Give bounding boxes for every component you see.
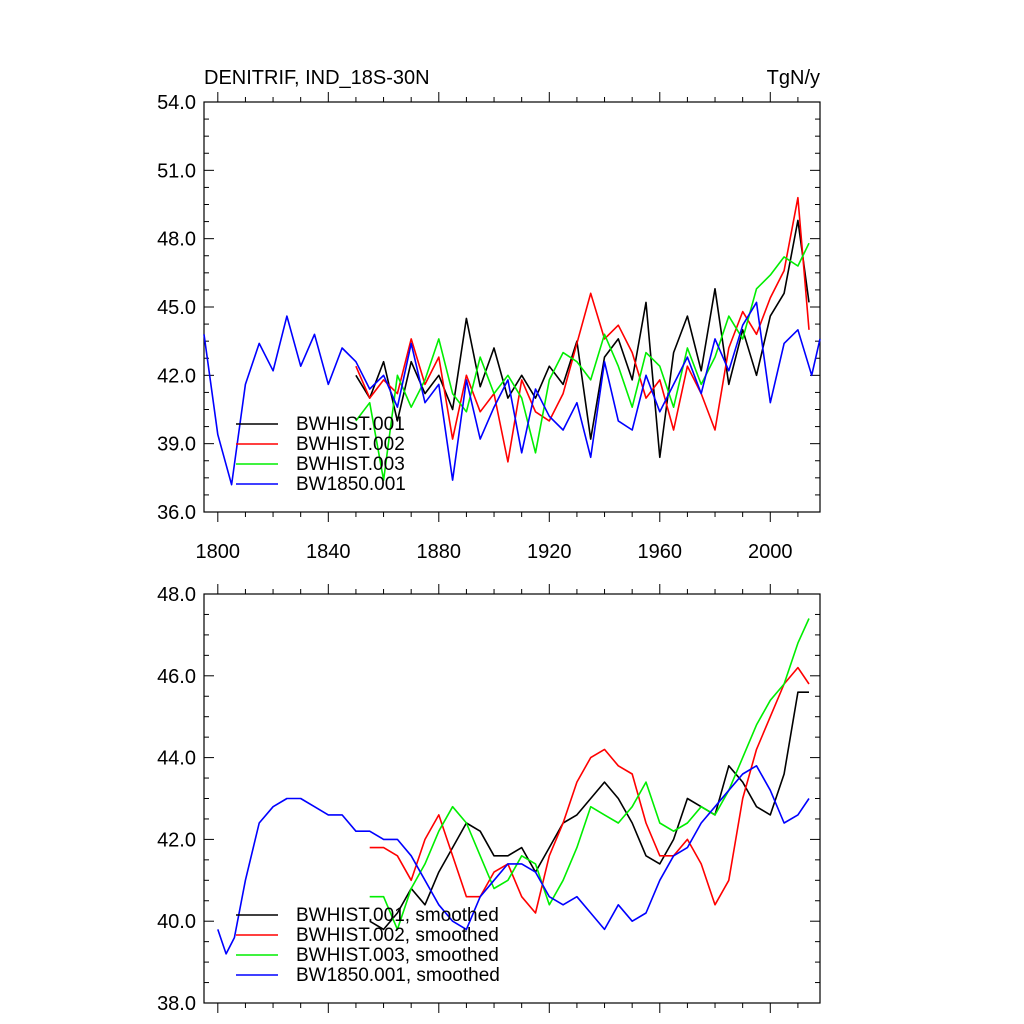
legend-label: BWHIST.002, smoothed (296, 925, 499, 946)
legend-label: BW1850.001 (296, 474, 406, 495)
y-tick-label: 38.0 (157, 993, 196, 1015)
y-tick-label: 36.0 (157, 502, 196, 524)
y-tick-label: 40.0 (157, 911, 196, 933)
y-tick-label: 46.0 (157, 666, 196, 688)
y-tick-label: 54.0 (157, 92, 196, 114)
y-tick-label: 45.0 (157, 297, 196, 319)
bottom-panel: 38.0 40.0 42.0 44.0 46.0 48.0 BWHIST.001, smoo… (157, 584, 821, 1015)
x-tick-label: 1880 (417, 541, 462, 563)
units-label: TgN/y (767, 67, 820, 89)
y-tick-label: 44.0 (157, 748, 196, 770)
y-tick-label: 42.0 (157, 365, 196, 387)
x-tick-label: 1840 (306, 541, 351, 563)
series-line (355, 242, 810, 481)
x-tick-label: 1960 (638, 541, 683, 563)
series-line (369, 691, 809, 931)
chart-title: DENITRIF, IND_18S-30N (204, 67, 430, 89)
top-panel: 36.0 39.0 42.0 45.0 48.0 51.0 54.0 1800 1840 1880… (157, 92, 821, 563)
legend-label: BWHIST.001, smoothed (296, 905, 499, 926)
series-line (355, 196, 810, 463)
x-tick-label: 1920 (527, 541, 572, 563)
series-line (203, 301, 821, 486)
legend-label: BWHIST.002 (296, 434, 405, 455)
legend-label: BWHIST.001 (296, 414, 405, 435)
y-tick-label: 42.0 (157, 829, 196, 851)
y-tick-label: 48.0 (157, 229, 196, 251)
x-tick-label: 1800 (196, 541, 241, 563)
y-tick-label: 39.0 (157, 434, 196, 456)
y-tick-label: 48.0 (157, 584, 196, 606)
series-line (369, 666, 810, 914)
series-line (217, 764, 810, 955)
legend-label: BWHIST.003, smoothed (296, 945, 499, 966)
series-line (355, 219, 810, 459)
legend-label: BWHIST.003 (296, 454, 405, 475)
x-tick-label: 2000 (748, 541, 793, 563)
series-line (369, 618, 810, 931)
y-tick-label: 51.0 (157, 160, 196, 182)
legend-label: BW1850.001, smoothed (296, 965, 500, 986)
